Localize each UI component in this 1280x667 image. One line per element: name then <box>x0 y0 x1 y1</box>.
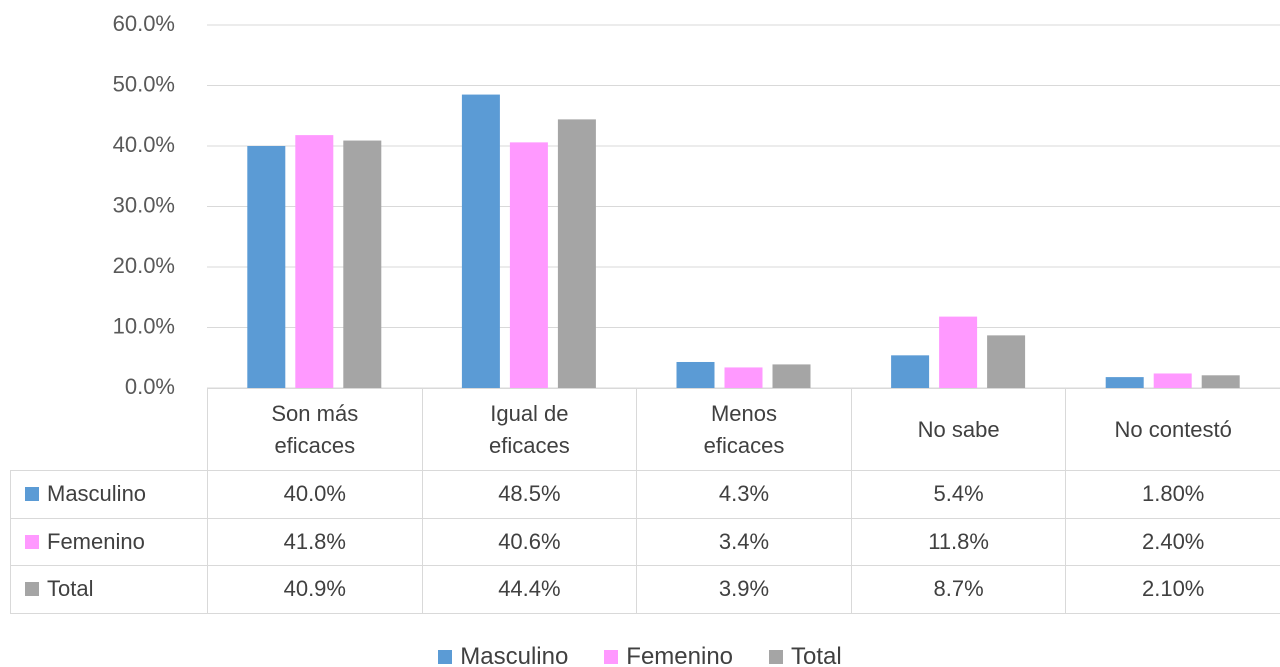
bar <box>987 335 1026 388</box>
bar <box>724 367 763 388</box>
bar <box>509 142 548 388</box>
bar <box>1105 377 1144 388</box>
row-header: Total <box>10 565 208 614</box>
y-tick-label: 50.0% <box>113 71 175 96</box>
y-tick-label: 40.0% <box>113 132 175 157</box>
table-cell: 40.6% <box>421 517 638 566</box>
legend-swatch <box>604 650 619 664</box>
table-cell: 4.3% <box>636 470 852 519</box>
table-cell: 40.0% <box>207 470 423 519</box>
bar <box>461 94 500 388</box>
y-tick-label: 20.0% <box>113 253 175 278</box>
bar <box>772 364 811 388</box>
category-header: No contestó <box>1065 388 1280 471</box>
row-header: Femenino <box>10 517 208 566</box>
legend-item: Total <box>769 643 842 667</box>
legend-swatch <box>769 650 784 664</box>
legend-swatch <box>438 650 453 664</box>
bar <box>891 355 930 388</box>
bar <box>1153 373 1192 388</box>
table-cell: 41.8% <box>207 517 423 566</box>
legend-item: Masculino <box>438 643 568 667</box>
table-cell: 2.10% <box>1065 565 1280 614</box>
y-tick-label: 0.0% <box>125 374 175 399</box>
category-header: Igual de eficaces <box>421 388 638 471</box>
y-tick-label: 60.0% <box>113 11 175 36</box>
table-cell: 40.9% <box>207 565 423 614</box>
legend-label: Femenino <box>626 643 734 667</box>
swatch <box>25 582 39 597</box>
category-header: Son más eficaces <box>207 388 423 471</box>
category-header: Menos eficaces <box>636 388 852 471</box>
y-tick-label: 30.0% <box>113 192 175 217</box>
row-label: Masculino <box>47 481 147 507</box>
bar <box>939 316 978 388</box>
row-label: Total <box>47 576 94 602</box>
row-header: Masculino <box>10 470 208 519</box>
table-cell: 8.7% <box>850 565 1067 614</box>
y-tick-label: 10.0% <box>113 313 175 338</box>
bar <box>676 361 715 388</box>
legend-label: Total <box>791 643 842 667</box>
table-cell: 5.4% <box>850 470 1067 519</box>
category-header: No sabe <box>850 388 1067 471</box>
table-cell: 2.40% <box>1065 517 1280 566</box>
row-label: Femenino <box>47 528 145 554</box>
legend-item: Femenino <box>604 643 733 667</box>
swatch <box>25 534 39 549</box>
bar <box>247 146 286 388</box>
plot: 0.0% 10.0% 20.0% 30.0% 40.0% 50.0% 60.0% <box>113 11 1280 399</box>
table-cell: 3.9% <box>636 565 852 614</box>
bar <box>557 119 596 388</box>
bar <box>295 135 334 388</box>
table-cell: 3.4% <box>636 517 852 566</box>
legend-label: Masculino <box>460 643 569 667</box>
bar <box>343 140 382 388</box>
bar <box>1201 375 1240 388</box>
swatch <box>25 487 39 502</box>
table-cell: 11.8% <box>850 517 1067 566</box>
table-cell: 44.4% <box>421 565 638 614</box>
table-cell: 1.80% <box>1065 470 1280 519</box>
table-cell: 48.5% <box>421 470 638 519</box>
legend: Masculino Femenino Total <box>0 640 1280 667</box>
